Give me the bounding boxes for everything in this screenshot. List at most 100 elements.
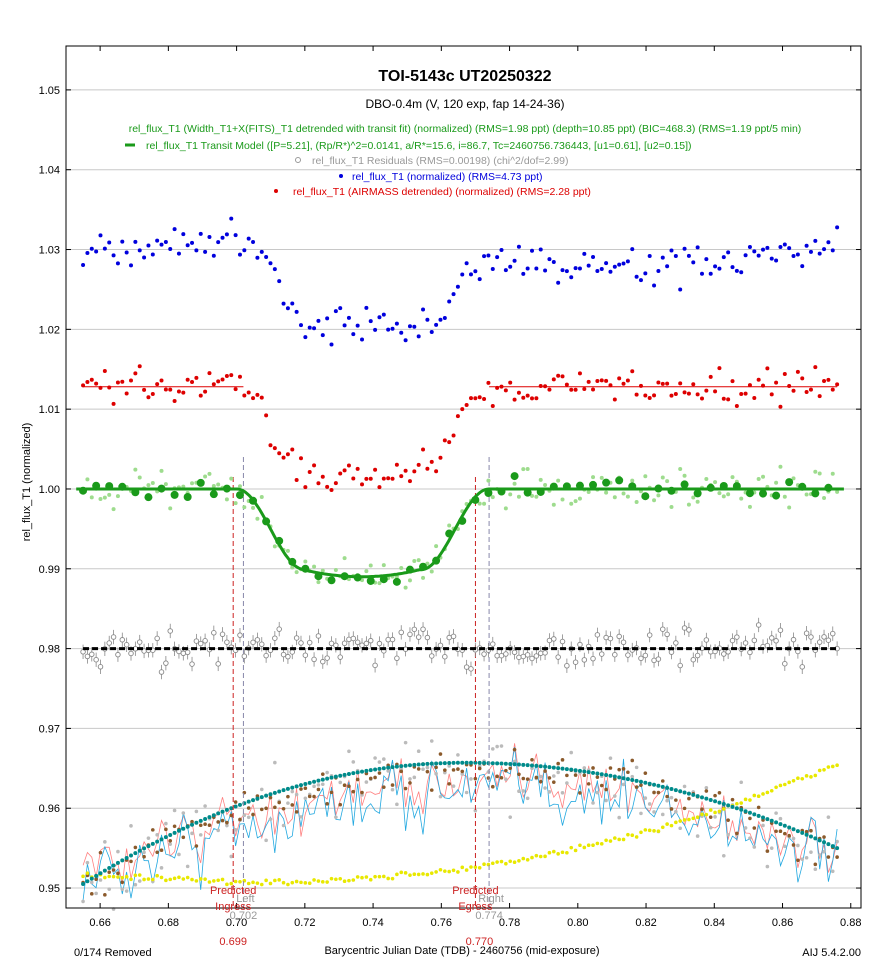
residual-point [821,634,827,640]
detrended-point [377,581,382,586]
normalized-point [412,324,417,329]
binned-point [693,489,702,498]
airmass-detrended-point [277,451,282,456]
airmass-detrended-point [721,396,726,401]
detrended-point [259,495,264,500]
airmass-point [290,785,295,790]
detrended-point [163,482,168,487]
normalized-point [830,248,835,253]
residual-point [668,649,675,655]
airmass-detrended-point [804,390,809,395]
sky-point [735,801,739,806]
detrended-point [107,492,112,497]
x-fits-point [390,787,395,792]
x-tick-label: 0.86 [772,917,793,929]
normalized-point [242,248,247,253]
width-point [286,794,290,799]
x-fits-point [107,887,112,891]
width-point [586,782,591,786]
width-point [150,828,155,832]
egress-value: 0.770 [466,936,494,948]
detrended-point [817,471,822,476]
x-fits-point [181,811,186,815]
x-fits-point [765,864,770,869]
airmass-detrended-point [756,377,761,382]
normalized-point [599,266,604,271]
y-axis-label: rel_flux_T1 (normalized) [21,423,33,542]
normalized-point [285,306,290,311]
width-point [530,757,534,762]
airmass-point [795,829,800,834]
airmass-point [669,787,674,792]
airmass-point [115,860,120,865]
sky-point [586,843,591,848]
normalized-point [813,238,818,243]
width-point [804,829,809,834]
airmass-point [294,784,299,789]
sky-point [613,836,617,840]
x-fits-point [198,833,203,837]
normalized-point [281,301,286,306]
residual-point [224,639,230,645]
width-point [220,818,225,823]
airmass-point [473,760,478,765]
width-point [168,838,173,843]
y-tick-label: 1.04 [39,165,60,177]
residual-point [559,638,566,645]
x-tick-label: 0.82 [635,917,656,929]
detrended-point [98,497,103,502]
width-point [94,877,98,881]
normalized-point [791,253,796,258]
residual-point [311,656,317,663]
sky-point [251,880,255,885]
airmass-point [355,770,360,775]
normalized-point [765,245,770,250]
normalized-point [630,247,635,252]
width-point [826,855,831,859]
normalized-point [547,257,552,262]
airmass-point [351,771,356,776]
x-fits-point [769,846,774,850]
airmass-detrended-point [451,433,456,438]
detrended-point [490,495,495,500]
detrended-point [229,476,234,481]
detrended-point [102,495,107,500]
sky-point [277,878,282,882]
x-fits-point [822,849,826,854]
detrended-point [787,505,792,510]
airmass-detrended-point [159,378,164,383]
x-fits-point [752,845,757,849]
legend-entry-residuals: rel_flux_T1 Residuals (RMS=0.00198) (chi… [312,155,568,167]
airmass-point [482,760,487,765]
normalized-point [377,315,382,320]
x-fits-point [133,882,138,887]
width-point [778,829,783,834]
width-point [390,783,395,787]
airmass-detrended-point [425,466,430,471]
airmass-detrended-point [207,371,212,376]
sky-point [656,829,661,833]
residual-point [241,653,248,659]
normalized-point [717,266,722,271]
airmass-point [591,770,596,775]
airmass-point [229,806,234,811]
normalized-point [381,312,386,317]
width-point [198,823,203,828]
sky-point [822,767,826,772]
extra-blue-line [82,747,838,901]
x-fits-point [643,796,648,800]
x-fits-point [517,789,521,794]
y-tick-label: 0.98 [39,644,60,656]
sky-point [791,779,796,783]
plot-series [76,216,844,908]
airmass-detrended-point [608,383,613,388]
airmass-detrended-point [599,378,604,383]
width-point [443,768,447,772]
airmass-point [577,768,582,773]
sky-point [194,879,199,883]
airmass-point [813,836,818,841]
sky-point [573,848,578,853]
airmass-detrended-point [168,387,173,392]
airmass-detrended-point [163,387,168,392]
normalized-point [525,266,530,271]
